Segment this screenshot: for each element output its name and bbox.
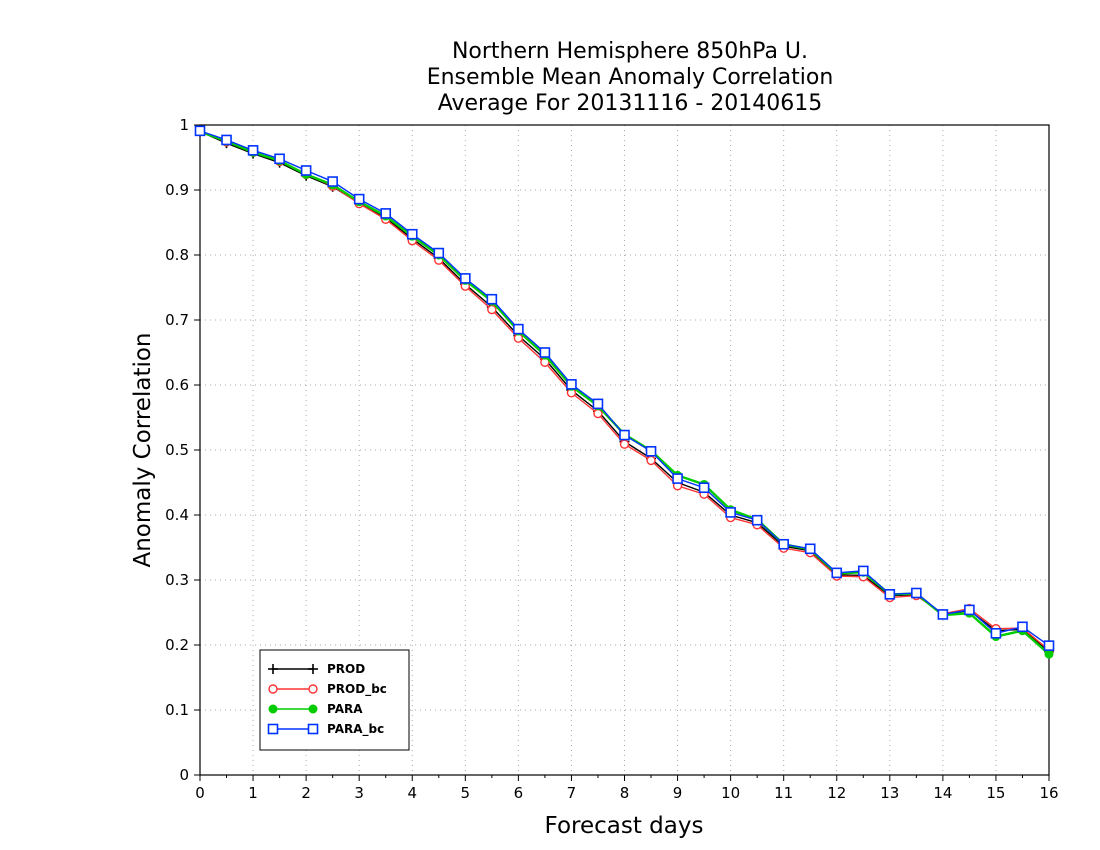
data-point-para-bc xyxy=(486,293,498,305)
legend: PROD PROD_bc PARA PARA_bc xyxy=(259,649,410,751)
legend-marker-para-bc xyxy=(267,723,279,735)
legend-entry-prod: PROD xyxy=(268,662,365,676)
legend-entry-prod-bc: PROD_bc xyxy=(268,682,387,697)
data-point-para-bc xyxy=(221,134,232,146)
data-point-prod-bc xyxy=(619,439,630,449)
series-para-bc xyxy=(194,125,1055,651)
y-axis-label: Anomaly Correlation xyxy=(130,332,156,567)
data-point-para-bc xyxy=(804,543,816,555)
legend-marker-prod-bc xyxy=(308,684,318,694)
y-tick-label: 1 xyxy=(179,116,189,134)
chart-title-line-2: Ensemble Mean Anomaly Correlation xyxy=(427,65,834,90)
data-point-para-bc xyxy=(619,429,630,441)
data-point-para-bc xyxy=(964,604,975,616)
x-tick-label: 0 xyxy=(195,784,205,802)
data-point-para-bc xyxy=(513,323,524,335)
data-point-para-bc xyxy=(911,587,922,599)
x-tick-label: 11 xyxy=(774,784,793,802)
data-point-para-bc xyxy=(884,588,896,600)
grid-lines xyxy=(200,125,1049,775)
data-point-para-bc xyxy=(406,228,418,240)
x-tick-label: 15 xyxy=(986,784,1005,802)
data-point-para-bc xyxy=(751,514,763,526)
x-tick-label: 16 xyxy=(1039,784,1058,802)
data-point-para xyxy=(1044,649,1054,659)
legend-entry-para: PARA xyxy=(268,702,363,716)
legend-marker-para-bc xyxy=(307,723,319,735)
x-tick-label: 13 xyxy=(880,784,899,802)
data-point-para-bc xyxy=(831,567,843,579)
x-tick-label: 5 xyxy=(461,784,471,802)
y-tick-label: 0.7 xyxy=(165,311,189,329)
data-point-para-bc xyxy=(937,609,949,620)
legend-marker-para xyxy=(308,704,318,714)
data-point-para-bc xyxy=(778,538,789,550)
x-tick-label: 6 xyxy=(514,784,524,802)
legend-box xyxy=(259,649,410,751)
x-tick-label: 7 xyxy=(567,784,577,802)
legend-label-para-bc: PARA_bc xyxy=(327,722,384,737)
x-tick-label: 3 xyxy=(354,784,364,802)
y-tick-label: 0.9 xyxy=(165,181,189,199)
y-tick-label: 0.4 xyxy=(165,506,189,524)
axis-ticks: 0 1 2 3 4 5 6 7 8 9 10 11 12 13 14 15 1600.10.20.30.40.5… xyxy=(165,116,1058,802)
legend-marker-prod-bc xyxy=(268,684,278,694)
legend-marker-prod xyxy=(268,664,278,674)
data-point-para-bc xyxy=(274,153,285,165)
x-tick-label: 12 xyxy=(827,784,846,802)
data-point-para-bc xyxy=(433,247,445,259)
series-lines xyxy=(194,125,1055,659)
x-tick-label: 14 xyxy=(933,784,952,802)
y-tick-label: 0 xyxy=(179,766,189,784)
series-line-para-bc xyxy=(199,130,1050,647)
data-point-para-bc xyxy=(539,347,551,358)
chart-title: Northern Hemisphere 850hPa U. Ensemble M… xyxy=(427,39,834,116)
data-point-para-bc xyxy=(566,379,577,390)
data-point-para-bc xyxy=(857,565,869,577)
y-tick-label: 0.5 xyxy=(165,441,189,459)
x-axis-label: Forecast days xyxy=(545,813,704,839)
x-tick-label: 4 xyxy=(407,784,417,802)
series-line-prod xyxy=(199,130,1050,653)
chart-title-line-1: Northern Hemisphere 850hPa U. xyxy=(452,39,808,64)
legend-label-prod: PROD xyxy=(327,662,365,676)
y-tick-label: 0.2 xyxy=(165,636,189,654)
legend-marker-para xyxy=(268,704,278,714)
data-point-para-bc xyxy=(380,208,392,219)
x-tick-label: 2 xyxy=(301,784,311,802)
y-tick-label: 0.8 xyxy=(165,246,189,264)
legend-label-para: PARA xyxy=(327,702,363,716)
y-tick-label: 0.3 xyxy=(165,571,189,589)
x-tick-label: 10 xyxy=(721,784,740,802)
data-point-para-bc xyxy=(353,193,365,205)
data-point-para-bc xyxy=(1043,640,1055,651)
data-point-para-bc xyxy=(327,176,338,187)
data-point-para-bc xyxy=(460,273,471,284)
legend-label-prod-bc: PROD_bc xyxy=(327,682,387,697)
data-point-prod-bc xyxy=(593,408,603,419)
data-point-para-bc xyxy=(194,125,206,137)
x-tick-label: 9 xyxy=(673,784,683,802)
y-tick-label: 0.1 xyxy=(165,701,189,719)
x-tick-label: 8 xyxy=(620,784,630,802)
data-point-para-bc xyxy=(672,473,683,484)
data-point-para-bc xyxy=(645,445,657,457)
data-point-para-bc xyxy=(990,627,1002,639)
x-tick-label: 1 xyxy=(248,784,258,802)
y-tick-label: 0.6 xyxy=(165,376,189,394)
series-para xyxy=(195,127,1054,659)
chart-title-line-3: Average For 20131116 - 20140615 xyxy=(438,91,823,116)
data-point-prod-bc xyxy=(646,455,656,466)
legend-entry-para-bc: PARA_bc xyxy=(267,722,384,737)
data-point-prod-bc xyxy=(487,304,497,315)
data-point-para-bc xyxy=(592,398,604,410)
data-point-para-bc xyxy=(725,507,736,518)
data-point-para-bc xyxy=(698,482,710,494)
legend-marker-prod xyxy=(308,664,318,674)
data-point-para-bc xyxy=(247,145,259,156)
data-point-para-bc xyxy=(1017,621,1028,633)
data-point-para-bc xyxy=(300,165,312,176)
